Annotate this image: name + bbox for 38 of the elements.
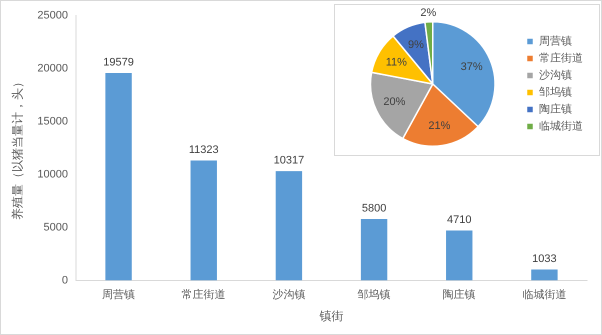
- legend-label: 周营镇: [539, 34, 572, 48]
- x-tick-label: 常庄街道: [182, 288, 226, 302]
- y-tick-label: 10000: [37, 168, 68, 181]
- bar: [190, 160, 217, 280]
- x-tick-label: 陶庄镇: [442, 288, 476, 302]
- y-tick-label: 25000: [37, 10, 68, 22]
- x-tick-label: 沙沟镇: [272, 288, 306, 302]
- legend-label: 陶庄镇: [539, 102, 572, 116]
- data-label: 19579: [103, 56, 134, 69]
- bar: [360, 218, 388, 280]
- bar: [446, 230, 472, 280]
- bar: [276, 171, 302, 280]
- data-label: 10317: [274, 154, 304, 167]
- data-label: 20%: [383, 96, 406, 108]
- y-tick-label: 0: [62, 274, 68, 286]
- y-tick-label: 5000: [44, 221, 68, 234]
- data-label: 37%: [460, 61, 483, 74]
- legend-label: 常庄街道: [539, 52, 583, 65]
- y-tick-label: 15000: [37, 116, 68, 128]
- data-label: 21%: [428, 120, 451, 132]
- data-label: 9%: [408, 39, 424, 52]
- bar: [105, 73, 132, 280]
- y-axis-title: 养殖量（以猪当量计，头）: [10, 76, 25, 220]
- data-label: 5800: [362, 202, 386, 214]
- x-tick-label: 邹坞镇: [358, 289, 391, 302]
- bar: [531, 269, 558, 280]
- x-tick-label: 临城街道: [522, 288, 566, 302]
- data-label: 4710: [447, 214, 472, 226]
- data-label: 2%: [420, 6, 436, 19]
- x-tick-label: 周营镇: [102, 288, 136, 302]
- legend-label: 邹坞镇: [539, 86, 572, 99]
- data-label: 11323: [188, 144, 219, 156]
- legend-label: 临城街道: [539, 120, 583, 133]
- y-tick-label: 20000: [37, 62, 68, 75]
- data-label: 1033: [532, 252, 557, 265]
- x-axis-title: 镇街: [318, 309, 344, 324]
- legend-label: 沙沟镇: [539, 68, 572, 82]
- data-label: 11%: [386, 56, 408, 68]
